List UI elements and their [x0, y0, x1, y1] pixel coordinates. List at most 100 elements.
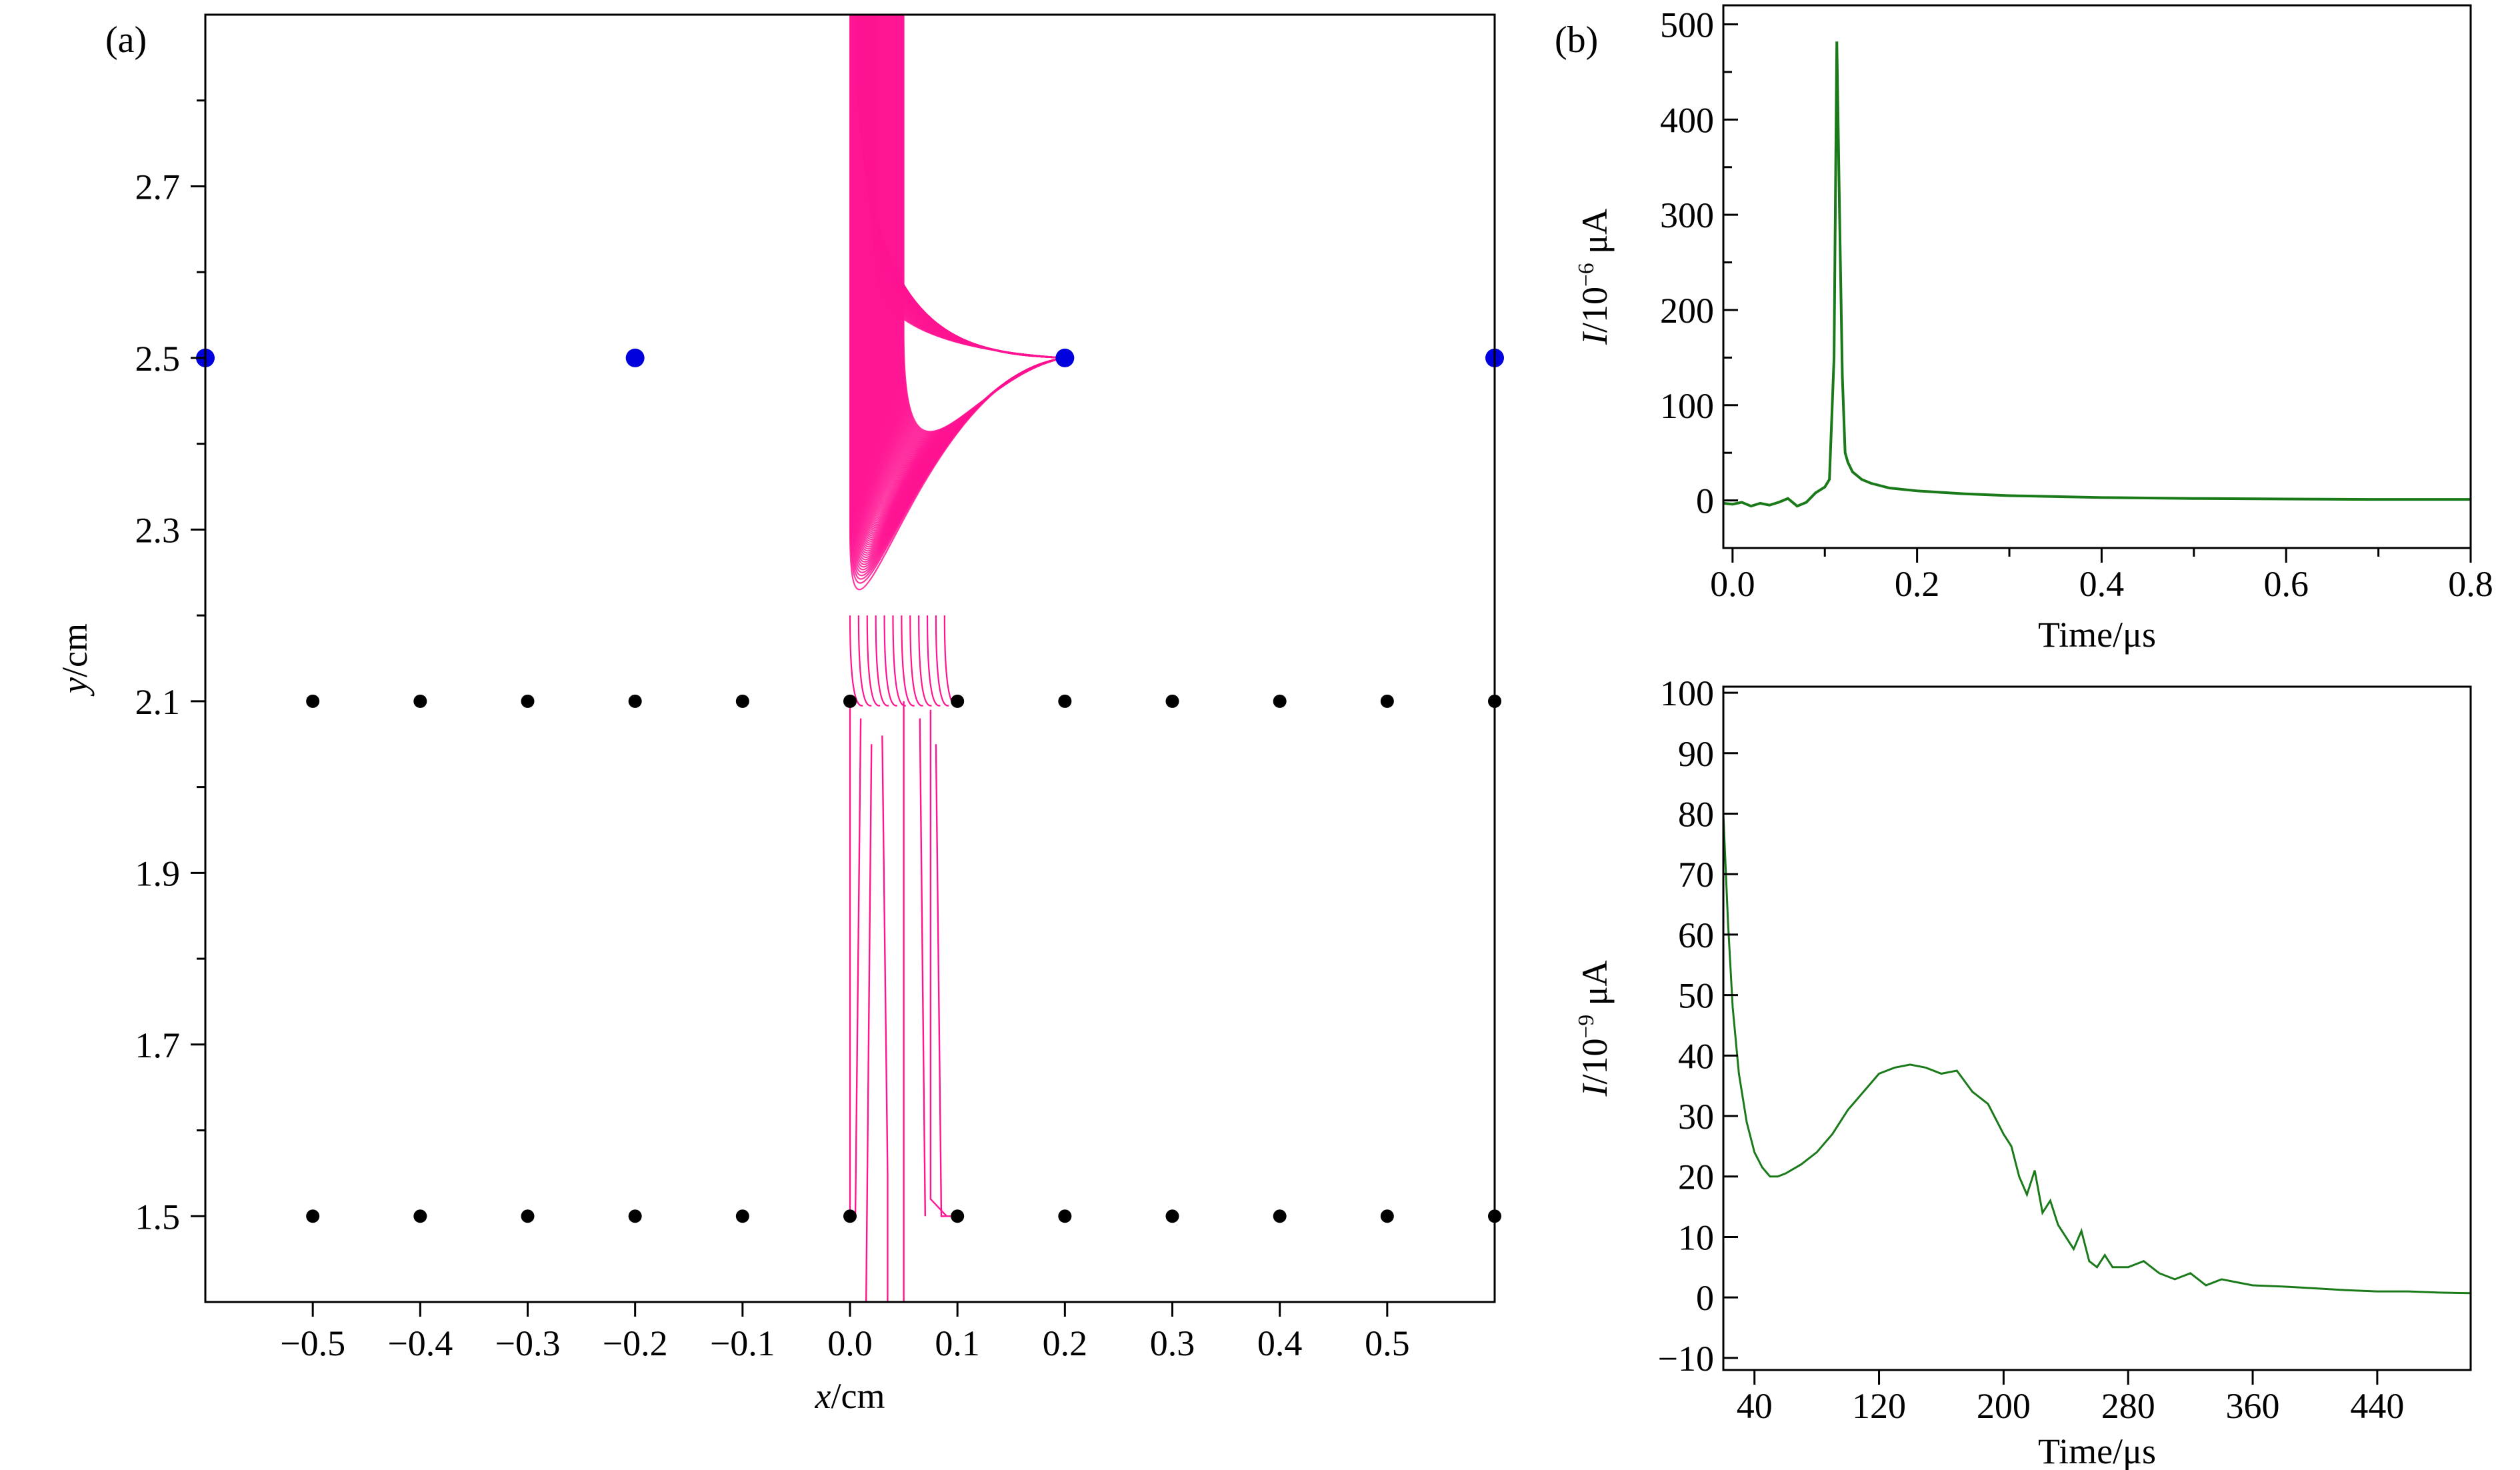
drift-line [893, 15, 1065, 451]
panel-b-top-y-tick-label: 500 [1660, 5, 1714, 45]
panel-a-x-tick-label: −0.4 [387, 1323, 453, 1363]
drift-line [902, 15, 1065, 433]
panel-b-bottom-x-tick-label: 120 [1852, 1386, 1906, 1426]
panel-a-y-tick-label: 2.1 [135, 682, 181, 722]
drift-line [902, 15, 1065, 435]
panel-a-x-tick-label: −0.3 [495, 1323, 561, 1363]
drift-line [899, 15, 1065, 440]
panel-b-bottom-x-axis-label: Time/μs [2038, 1431, 2156, 1470]
drift-line [903, 15, 1065, 433]
drift-line [889, 15, 1065, 458]
panel-b-bottom-y-tick-label: 100 [1660, 673, 1714, 713]
drift-line-hook [883, 615, 898, 707]
drift-line [901, 15, 1065, 435]
drift-line [896, 15, 1065, 444]
drift-line-lower [929, 709, 947, 1217]
panel-b-top-y-tick-label: 100 [1660, 386, 1714, 426]
drift-line [892, 15, 1065, 453]
panel-a-y-tick-label: 2.7 [135, 167, 181, 207]
drift-line [892, 15, 1065, 452]
panel-b-top-x-tick-label: 0.6 [2263, 564, 2309, 604]
panel-a-y-tick-label: 1.9 [135, 853, 181, 893]
panel-b-top-x-axis-label: Time/μs [2038, 615, 2156, 655]
mesh-wire-upper [843, 694, 857, 708]
panel-b-top-x-tick-label: 0.0 [1710, 564, 1755, 604]
mesh-wire-lower [1165, 1209, 1179, 1223]
mesh-wire-upper [951, 694, 965, 708]
panel-a-x-tick-label: −0.2 [603, 1323, 668, 1363]
mesh-wire-lower [843, 1209, 857, 1223]
panel-b-top-y-tick-label: 400 [1660, 100, 1714, 140]
drift-line [891, 15, 1065, 456]
drift-line [900, 15, 1065, 437]
panel-b-bottom-y-axis-label: I/10−9 μA [1574, 960, 1615, 1097]
panel-b-bottom-y-tick-label: −10 [1658, 1339, 1714, 1379]
panel-b-bottom-y-tick-label: 20 [1678, 1157, 1714, 1197]
current-line-top [1723, 41, 2471, 508]
drift-line [893, 15, 1065, 450]
drift-line [890, 15, 1065, 457]
panel-a-x-tick-label: 0.0 [827, 1323, 873, 1363]
drift-line [887, 15, 1065, 464]
panel-a-y-tick-label: 1.7 [135, 1025, 181, 1065]
panel-b-top-plot-frame [1722, 4, 2472, 549]
drift-line [898, 15, 1065, 441]
drift-line-hook [901, 615, 915, 707]
drift-line-hook [935, 615, 949, 707]
drift-line [882, 15, 1065, 474]
drift-line-hook [849, 615, 863, 707]
drift-line-lower [935, 744, 958, 1217]
panel-a-x-tick-label: −0.5 [280, 1323, 345, 1363]
drift-line-hook [926, 615, 941, 707]
drift-line [900, 15, 1065, 438]
anode-wire [625, 348, 645, 367]
drift-line [898, 15, 1065, 441]
mesh-wire-lower [413, 1209, 427, 1223]
panel-b-bottom-y-tick-label: 60 [1678, 915, 1714, 955]
panel-b-bottom-x-tick-label: 360 [2226, 1386, 2280, 1426]
drift-line [889, 15, 1065, 460]
drift-line [883, 15, 1065, 472]
panel-b-top-current-chart: 0.0 0.2 0.4 0.6 0.8 0 100 200 300 400 500 Time/μs I/… [1574, 4, 2493, 655]
drift-line [886, 15, 1065, 465]
mesh-wire-upper [628, 694, 642, 708]
drift-line-lower [854, 718, 862, 1217]
panel-b-top-x-tick-label: 0.2 [1895, 564, 1940, 604]
panel-b-bottom-y-tick-label: 10 [1678, 1217, 1714, 1257]
panel-b-top-x-tick-label: 0.8 [2448, 564, 2493, 604]
panel-b-bottom-x-tick-label: 440 [2350, 1386, 2404, 1426]
electron-drift-lines [849, 15, 1065, 1302]
current-line-bottom [1722, 813, 2471, 1295]
panel-b-bottom-plot-frame [1722, 685, 2472, 1371]
drift-line-lower [881, 735, 889, 1302]
drift-line [884, 15, 1065, 469]
panel-a-x-axis-label: x/cm [815, 1376, 885, 1416]
mesh-wire-lower [1380, 1209, 1394, 1223]
drift-line-hook [857, 615, 872, 707]
drift-line [896, 15, 1065, 445]
panel-b-top-y-axis-label: I/10−6 μA [1574, 209, 1615, 345]
drift-line-hook [866, 615, 881, 707]
drift-line-hook [918, 615, 932, 707]
drift-line [895, 15, 1065, 447]
panel-b-top-y-tick-label: 300 [1660, 195, 1714, 235]
drift-line [889, 15, 1065, 459]
drift-line-lower [919, 718, 927, 1217]
panel-b-top-y-tick-label: 200 [1660, 291, 1714, 331]
drift-line [897, 15, 1065, 443]
drift-line [883, 15, 1065, 473]
drift-line [885, 15, 1065, 466]
drift-line [894, 15, 1065, 449]
drift-line-lower [865, 744, 873, 1302]
mesh-wire-upper [1380, 694, 1394, 708]
panel-b-bottom-x-tick-label: 40 [1737, 1386, 1773, 1426]
panel-b-top-x-tick-label: 0.4 [2079, 564, 2125, 604]
mesh-wire-upper [1273, 694, 1287, 708]
panel-a-x-tick-label: 0.1 [935, 1323, 980, 1363]
mesh-wire-upper [413, 694, 427, 708]
drift-line-hook [909, 615, 923, 707]
mesh-wire-lower [521, 1209, 535, 1223]
panel-b-bottom-y-tick-label: 90 [1678, 734, 1714, 774]
drift-line-hook [875, 615, 889, 707]
